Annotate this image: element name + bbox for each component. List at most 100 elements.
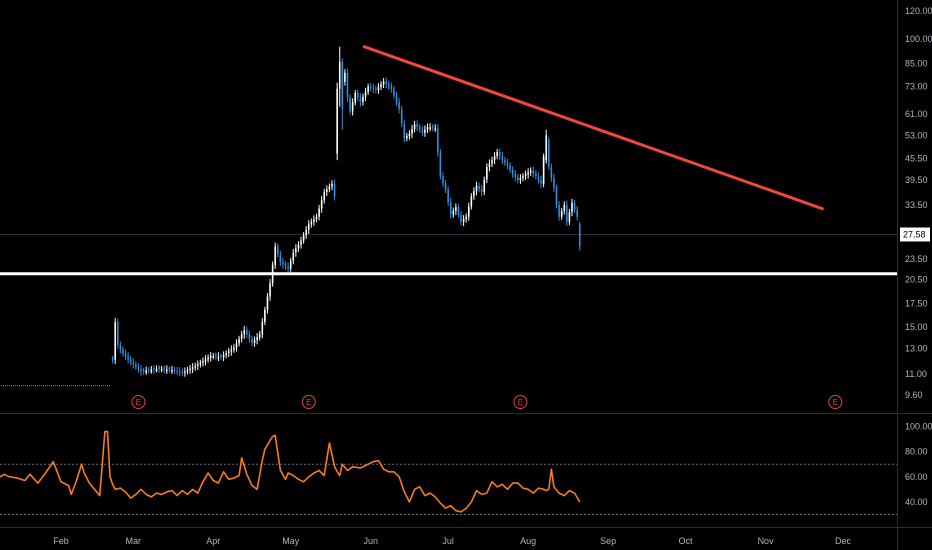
candle[interactable] bbox=[116, 318, 119, 349]
candle[interactable] bbox=[529, 167, 532, 176]
candle[interactable] bbox=[431, 124, 434, 131]
candle[interactable] bbox=[215, 352, 217, 361]
candle[interactable] bbox=[166, 365, 168, 374]
candle[interactable] bbox=[297, 241, 300, 252]
price-candles[interactable] bbox=[111, 46, 581, 377]
candle[interactable] bbox=[566, 200, 568, 227]
candle[interactable] bbox=[382, 77, 385, 89]
candle[interactable] bbox=[212, 352, 215, 360]
candle[interactable] bbox=[225, 350, 227, 359]
candle[interactable] bbox=[560, 207, 563, 220]
candle[interactable] bbox=[129, 355, 132, 366]
candle[interactable] bbox=[310, 218, 313, 228]
candle[interactable] bbox=[202, 357, 204, 367]
indicator-axis[interactable]: 100.00 80.00 60.00 40.00 bbox=[905, 422, 932, 507]
candle[interactable] bbox=[473, 187, 475, 200]
candle[interactable] bbox=[320, 196, 323, 213]
candle[interactable] bbox=[442, 172, 444, 188]
candle[interactable] bbox=[199, 359, 202, 368]
candle[interactable] bbox=[158, 364, 160, 373]
candle[interactable] bbox=[344, 69, 346, 86]
candle[interactable] bbox=[176, 367, 178, 376]
candle[interactable] bbox=[186, 367, 189, 375]
candle[interactable] bbox=[514, 170, 517, 182]
candle[interactable] bbox=[449, 197, 452, 219]
candle[interactable] bbox=[537, 172, 540, 184]
candle[interactable] bbox=[155, 365, 158, 373]
candle[interactable] bbox=[124, 349, 127, 361]
candle[interactable] bbox=[279, 250, 282, 266]
candle[interactable] bbox=[145, 366, 147, 375]
candle[interactable] bbox=[545, 129, 548, 164]
candle[interactable] bbox=[527, 168, 529, 179]
candle[interactable] bbox=[127, 352, 129, 364]
candle[interactable] bbox=[313, 215, 315, 226]
candle[interactable] bbox=[326, 185, 328, 196]
candle[interactable] bbox=[356, 89, 359, 102]
candle[interactable] bbox=[413, 120, 416, 133]
candle[interactable] bbox=[434, 124, 437, 132]
price-axis[interactable]: 120.00 100.00 85.00 73.00 61.00 53.00 45.50 39.… bbox=[905, 6, 932, 400]
candle[interactable] bbox=[444, 180, 447, 193]
earnings-marker[interactable]: E bbox=[131, 395, 146, 409]
candle[interactable] bbox=[532, 166, 535, 178]
candle[interactable] bbox=[393, 85, 395, 99]
candle[interactable] bbox=[372, 83, 375, 94]
candle[interactable] bbox=[467, 202, 470, 221]
candle[interactable] bbox=[470, 193, 473, 210]
candle[interactable] bbox=[184, 367, 186, 377]
candle[interactable] bbox=[243, 325, 246, 339]
candle[interactable] bbox=[465, 213, 467, 223]
candle[interactable] bbox=[411, 124, 413, 139]
candle[interactable] bbox=[475, 181, 478, 196]
candle[interactable] bbox=[462, 215, 465, 227]
candle[interactable] bbox=[535, 170, 537, 180]
candle[interactable] bbox=[576, 206, 578, 221]
candle[interactable] bbox=[377, 83, 380, 94]
candle[interactable] bbox=[163, 365, 166, 374]
candle[interactable] bbox=[137, 363, 140, 373]
candle[interactable] bbox=[204, 355, 207, 366]
candle[interactable] bbox=[367, 83, 369, 95]
candle[interactable] bbox=[233, 344, 235, 353]
candle[interactable] bbox=[222, 351, 225, 362]
candle[interactable] bbox=[483, 176, 486, 196]
candle[interactable] bbox=[227, 347, 230, 358]
candle[interactable] bbox=[147, 367, 150, 374]
candle[interactable] bbox=[253, 336, 256, 347]
candle[interactable] bbox=[142, 367, 145, 375]
candle[interactable] bbox=[181, 368, 184, 377]
candle[interactable] bbox=[349, 94, 351, 115]
candle[interactable] bbox=[506, 158, 509, 170]
candle[interactable] bbox=[437, 124, 439, 157]
candle[interactable] bbox=[289, 257, 292, 272]
candle[interactable] bbox=[194, 362, 197, 371]
candle[interactable] bbox=[132, 358, 135, 369]
candle[interactable] bbox=[359, 93, 362, 107]
candle[interactable] bbox=[403, 119, 406, 143]
candle[interactable] bbox=[266, 292, 269, 314]
candle[interactable] bbox=[276, 243, 279, 258]
candle[interactable] bbox=[408, 130, 411, 140]
candle[interactable] bbox=[400, 105, 403, 128]
trendline-layer[interactable] bbox=[362, 45, 824, 211]
candle[interactable] bbox=[305, 226, 307, 239]
candle[interactable] bbox=[196, 360, 199, 371]
candle[interactable] bbox=[140, 364, 142, 376]
trendline[interactable] bbox=[362, 45, 824, 211]
candle[interactable] bbox=[517, 173, 519, 184]
candle[interactable] bbox=[135, 361, 137, 370]
candle[interactable] bbox=[238, 335, 240, 347]
candle[interactable] bbox=[292, 248, 295, 265]
candle[interactable] bbox=[220, 353, 222, 361]
candle[interactable] bbox=[323, 188, 326, 204]
candle[interactable] bbox=[563, 201, 566, 215]
candle[interactable] bbox=[338, 46, 341, 107]
candle[interactable] bbox=[550, 163, 553, 182]
candle[interactable] bbox=[331, 180, 333, 191]
candle[interactable] bbox=[160, 365, 163, 373]
candle[interactable] bbox=[429, 123, 431, 132]
candle[interactable] bbox=[240, 330, 243, 343]
candle[interactable] bbox=[395, 91, 398, 106]
candle[interactable] bbox=[114, 317, 116, 364]
